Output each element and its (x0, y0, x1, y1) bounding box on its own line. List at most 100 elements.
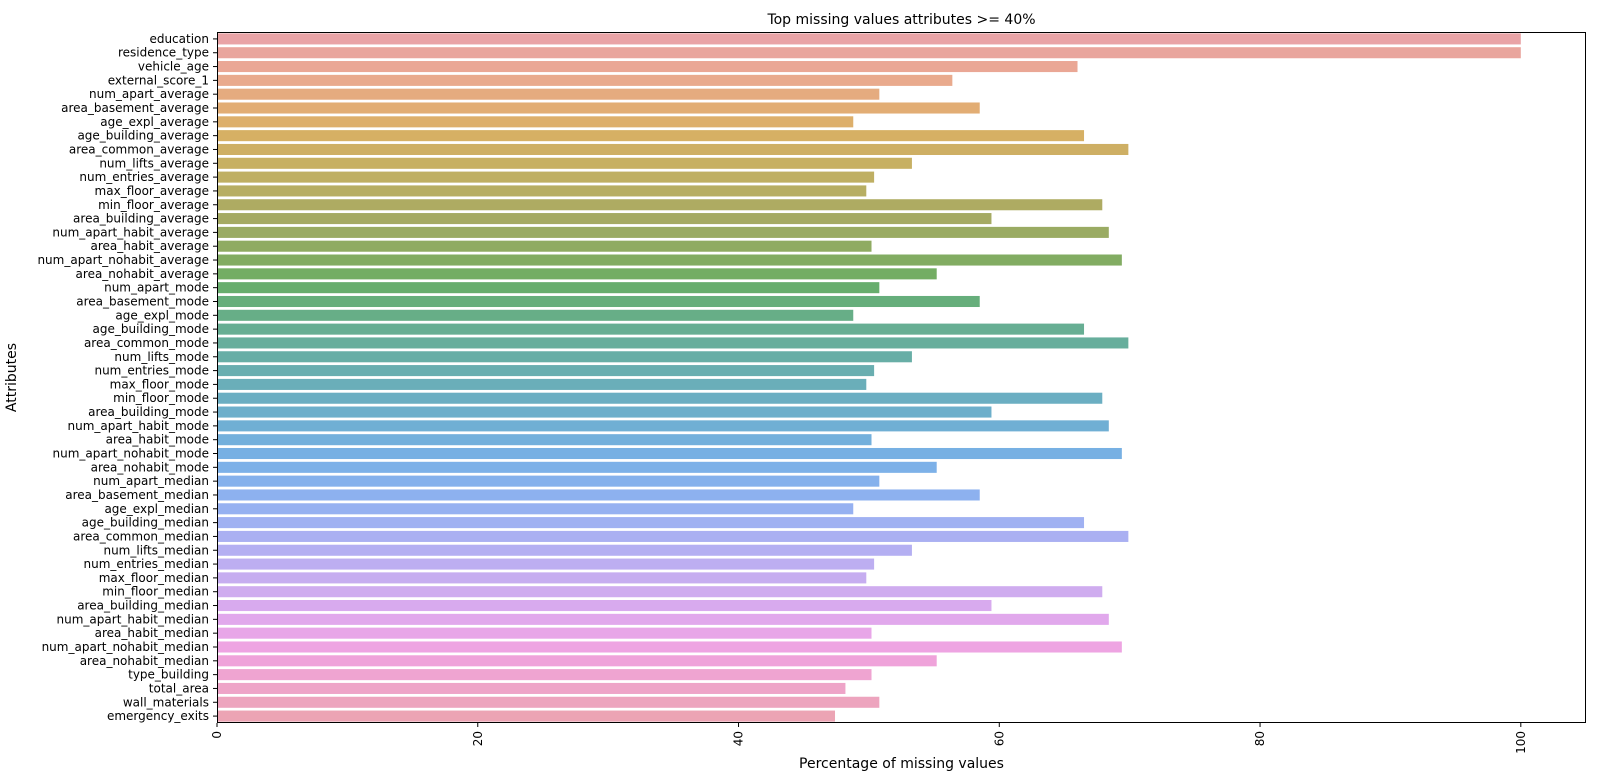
bar-area-habit-median (217, 627, 872, 639)
y-tick-label: vehicle_age (138, 60, 209, 74)
y-tick-label: max_floor_mode (110, 377, 209, 391)
bar-type-building (217, 669, 872, 681)
y-tick-label: emergency_exits (107, 709, 209, 723)
y-tick-label: total_area (149, 681, 209, 695)
bar-min-floor-average (217, 199, 1103, 211)
x-tick-label: 60 (992, 731, 1006, 746)
bar-num-apart-habit-median (217, 613, 1109, 625)
bar-age-building-median (217, 517, 1085, 529)
y-tick-label: num_apart_nohabit_mode (53, 447, 209, 461)
y-tick-label: age_building_median (82, 516, 209, 530)
y-tick-label: external_score_1 (108, 73, 209, 87)
y-tick-label: num_apart_average (89, 87, 209, 101)
y-tick-label: residence_type (118, 46, 209, 60)
bar-age-building-mode (217, 323, 1085, 335)
y-tick-label: area_building_average (73, 212, 209, 226)
y-tick-label: num_entries_median (84, 557, 209, 571)
y-tick-label: num_lifts_median (103, 543, 209, 557)
bar-max-floor-average (217, 185, 867, 197)
y-tick-label: max_floor_average (95, 184, 209, 198)
x-tick-label: 20 (471, 731, 485, 746)
y-tick-label: num_lifts_mode (114, 350, 209, 364)
bar-area-common-median (217, 530, 1129, 542)
bar-emergency-exits (217, 710, 836, 722)
y-tick-label: area_building_median (77, 599, 209, 613)
y-tick-label: min_floor_median (102, 585, 209, 599)
bar-min-floor-median (217, 586, 1103, 598)
bar-area-common-average (217, 143, 1129, 155)
bar-area-basement-average (217, 102, 980, 114)
y-axis-title: Attributes (4, 343, 20, 412)
y-tick-label: area_nohabit_median (80, 654, 209, 668)
bars-layer (217, 33, 1521, 722)
bar-num-apart-habit-mode (217, 420, 1109, 432)
y-tick-label: num_apart_nohabit_median (42, 640, 209, 654)
y-tick-label: age_expl_median (104, 502, 209, 516)
x-axis-title: Percentage of missing values (799, 756, 1004, 772)
y-tick-label: age_building_mode (93, 322, 209, 336)
bar-education (217, 33, 1521, 45)
bar-external-score-1 (217, 74, 953, 86)
bar-num-entries-median (217, 558, 875, 570)
bar-area-common-mode (217, 337, 1129, 349)
bar-num-lifts-mode (217, 351, 912, 363)
y-tick-label: area_basement_average (61, 101, 209, 115)
y-tick-label: num_entries_average (79, 170, 209, 184)
y-tick-label: num_apart_habit_mode (67, 419, 209, 433)
bar-area-building-median (217, 600, 992, 612)
y-tick-label: min_floor_mode (113, 391, 209, 405)
y-tick-label: area_common_mode (84, 336, 209, 350)
bar-num-apart-habit-average (217, 226, 1109, 238)
y-tick-label: age_expl_average (100, 115, 209, 129)
bar-num-apart-nohabit-mode (217, 447, 1122, 460)
y-tick-label: age_building_average (77, 129, 209, 143)
y-tick-label: area_common_average (69, 142, 209, 156)
y-tick-label: num_apart_median (93, 474, 209, 488)
y-tick-label: type_building (128, 668, 209, 682)
bar-age-expl-average (217, 116, 854, 128)
y-tick-label: num_apart_nohabit_average (37, 253, 209, 267)
y-tick-label: area_nohabit_mode (91, 460, 209, 474)
y-tick-label: wall_materials (123, 695, 209, 709)
plot-frame (217, 32, 1586, 723)
y-tick-label: area_basement_median (65, 488, 209, 502)
y-tick-label: num_apart_habit_average (52, 225, 209, 239)
bar-wall-materials (217, 696, 880, 708)
bar-max-floor-mode (217, 378, 867, 390)
x-tick-label: 0 (210, 731, 224, 739)
y-tick-label: num_apart_habit_median (57, 612, 209, 626)
bar-age-expl-mode (217, 309, 854, 321)
bar-num-apart-average (217, 88, 880, 100)
bar-residence-type (217, 47, 1521, 59)
bar-vehicle-age (217, 61, 1078, 73)
y-tick-label: area_nohabit_average (76, 267, 209, 281)
x-tick-label: 100 (1514, 731, 1528, 754)
y-ticks: educationresidence_typevehicle_ageextern… (37, 32, 217, 723)
bar-area-habit-mode (217, 434, 872, 446)
y-tick-label: area_building_mode (88, 405, 209, 419)
y-tick-label: area_basement_mode (76, 294, 209, 308)
y-tick-label: num_entries_mode (94, 364, 209, 378)
bar-num-lifts-average (217, 157, 912, 169)
bar-total-area (217, 682, 846, 694)
x-tick-label: 40 (732, 731, 746, 746)
y-tick-label: num_apart_mode (104, 281, 209, 295)
y-tick-label: education (149, 32, 209, 46)
bar-area-building-mode (217, 406, 992, 418)
bar-min-floor-mode (217, 392, 1103, 404)
bar-num-apart-mode (217, 282, 880, 294)
bar-num-lifts-median (217, 544, 912, 556)
y-tick-label: age_expl_mode (115, 308, 209, 322)
bar-max-floor-median (217, 572, 867, 584)
y-tick-label: max_floor_median (99, 571, 209, 585)
chart-title: Top missing values attributes >= 40% (766, 12, 1035, 28)
bar-area-basement-median (217, 489, 980, 501)
bar-area-basement-mode (217, 295, 980, 308)
y-tick-label: area_habit_average (91, 239, 210, 253)
bar-num-entries-average (217, 171, 875, 183)
bar-area-nohabit-mode (217, 461, 937, 473)
bar-age-expl-median (217, 503, 854, 515)
y-tick-label: area_habit_median (95, 626, 209, 640)
